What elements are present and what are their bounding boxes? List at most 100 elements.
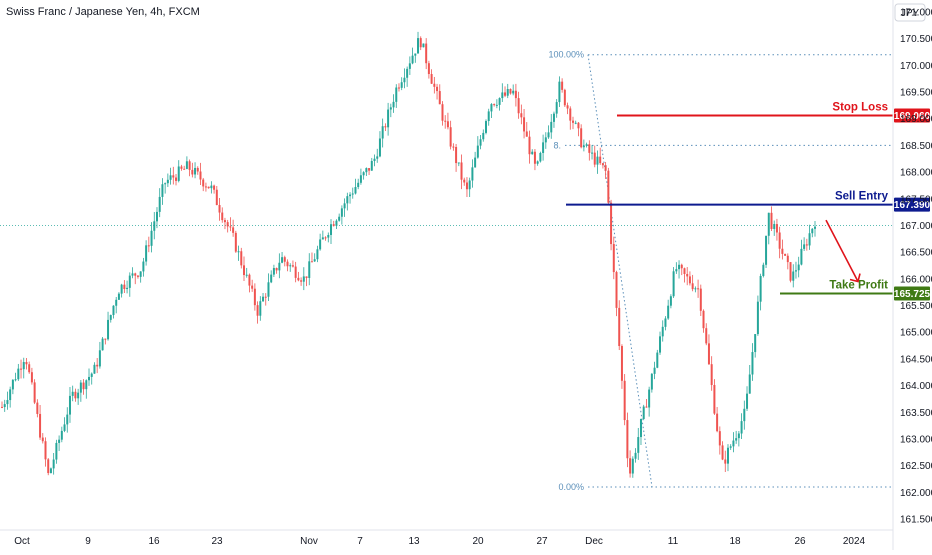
candle-body (397, 87, 400, 89)
y-tick-label: 161.500 (900, 515, 932, 526)
candle-body (104, 338, 107, 340)
candle-body (82, 382, 85, 390)
candle-body (781, 248, 784, 254)
candle-body (3, 404, 6, 408)
candle-body (648, 389, 651, 408)
candle-body (484, 121, 487, 133)
y-tick-label: 162.500 (900, 461, 932, 472)
candle-body (283, 257, 286, 262)
candle-body (297, 277, 300, 281)
sell-entry-label: Sell Entry (835, 191, 889, 203)
candle-body (786, 255, 789, 263)
candle-body (620, 346, 623, 381)
candle-body (656, 352, 659, 368)
currency-label-text: JPY (901, 8, 920, 19)
candle-body (449, 127, 452, 147)
candle-body (346, 196, 349, 204)
candle-body (419, 38, 422, 48)
candle-body (452, 146, 455, 148)
candle (177, 160, 180, 183)
candle-body (68, 395, 71, 415)
stop-loss-price-badge (894, 108, 930, 123)
candle-body (373, 158, 376, 162)
candle (620, 344, 623, 389)
candle (716, 406, 719, 433)
candle (256, 301, 259, 324)
candle (610, 199, 613, 251)
candle (384, 123, 387, 132)
candle-body (300, 280, 303, 282)
candle (417, 31, 420, 54)
time-axis[interactable]: Oct 9 16 23 Nov 7 13 20 27 Dec 11 18 26 2024 (14, 536, 865, 547)
candle-body (479, 139, 482, 146)
candle-body (281, 257, 284, 263)
candle (338, 213, 341, 222)
candle-body (49, 468, 52, 474)
candle (406, 66, 409, 87)
candle (561, 78, 564, 93)
candle (134, 272, 137, 285)
candle-body (185, 161, 188, 169)
candle (631, 456, 634, 478)
candle (145, 240, 148, 266)
trade-levels[interactable]: Stop Loss 169.060 Sell Entry 167.390 Take Pr… (566, 102, 931, 301)
candle-body (158, 196, 161, 212)
candle-body (117, 293, 120, 300)
candle-body (762, 264, 765, 276)
candle-body (302, 276, 305, 282)
candle-body (588, 144, 591, 153)
candle (17, 363, 20, 381)
x-tick-label: 18 (729, 536, 741, 547)
candle (707, 334, 710, 366)
candle (463, 177, 466, 186)
candle (226, 219, 229, 233)
fib-level-label: 100.00% (548, 50, 584, 60)
candle (588, 140, 591, 161)
candle (593, 145, 596, 168)
candle (784, 253, 787, 257)
candle-body (240, 251, 243, 266)
candle (142, 257, 145, 277)
stop-loss-label: Stop Loss (832, 102, 888, 114)
candle-body (210, 185, 213, 189)
candle (642, 404, 645, 421)
arrow-shaft (825, 219, 859, 282)
candle (98, 341, 101, 369)
candle (533, 149, 536, 171)
candle-body (381, 126, 384, 139)
candle-body (164, 183, 167, 185)
candle (272, 264, 275, 277)
candle-body (218, 205, 221, 213)
candle-body (572, 120, 575, 123)
candle-body (794, 270, 797, 272)
candle (242, 256, 245, 281)
candle (517, 91, 520, 119)
candle-body (101, 338, 104, 351)
candle (683, 267, 686, 283)
candle-body (20, 368, 23, 370)
candle-body (585, 144, 588, 146)
candle (569, 106, 572, 130)
candle (297, 271, 300, 282)
candle (96, 358, 99, 374)
fibonacci-retracement[interactable]: 100.00% 8. 0.00% (548, 50, 891, 492)
candle-body (740, 421, 743, 434)
candle-body (55, 442, 58, 460)
x-tick-label: 9 (85, 536, 91, 547)
candle-body (234, 232, 237, 252)
candle-body (47, 459, 50, 474)
y-tick-label: 165.500 (900, 301, 932, 312)
candle-body (30, 372, 33, 383)
candle-body (555, 102, 558, 114)
candle-body (775, 224, 778, 233)
candle-body (610, 202, 613, 245)
candle (218, 198, 221, 221)
candle (183, 165, 186, 170)
candle-body (808, 233, 811, 246)
candle (397, 83, 400, 92)
candle-body (751, 352, 754, 375)
candle (805, 238, 808, 251)
candle-body (128, 275, 131, 288)
